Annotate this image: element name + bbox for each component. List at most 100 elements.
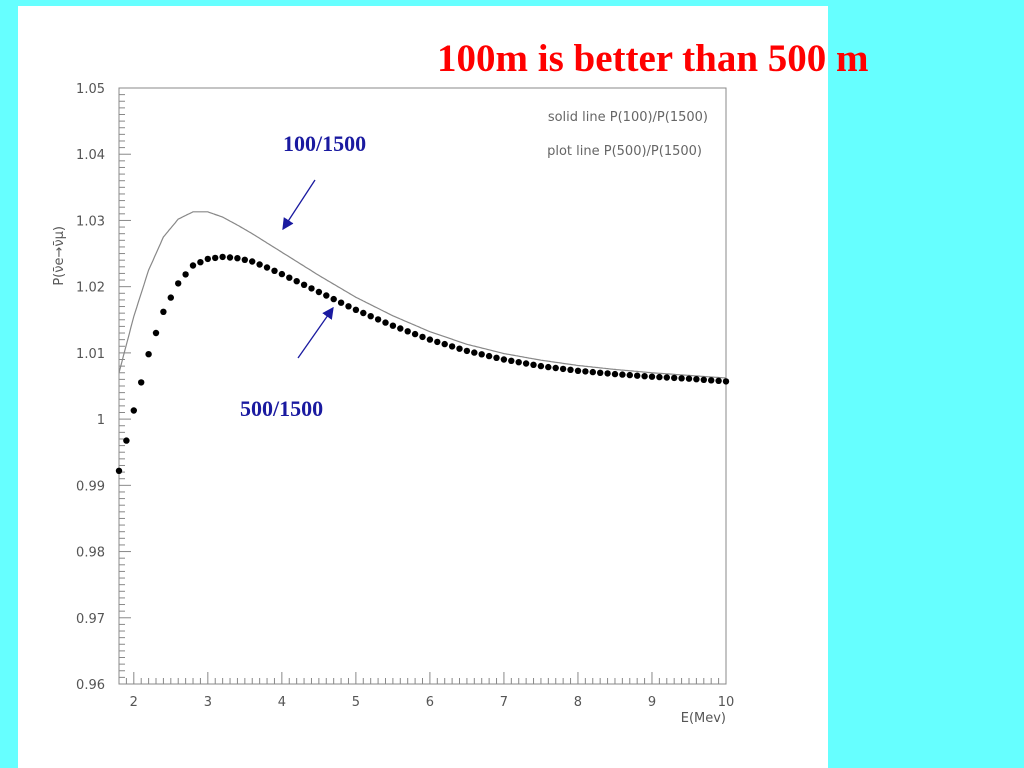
series-dotted-point — [434, 338, 441, 346]
series-dotted-point — [426, 336, 434, 343]
series-dotted-point — [167, 294, 174, 301]
series-dotted-point — [708, 377, 715, 384]
legend-dotted: plot line P(500)/P(1500) — [547, 144, 702, 159]
series-solid-line — [118, 211, 727, 379]
y-tick-label: 1.04 — [76, 148, 105, 163]
series-layer — [115, 211, 730, 474]
ticks-layer: 0.96 0.97 0.98 0.99 1 1.01 1.02 1.03 1.04 1.05 2 3 4… — [76, 82, 734, 710]
series-dotted-point — [204, 255, 211, 263]
series-dotted-point — [256, 261, 263, 268]
series-dotted-point — [374, 316, 382, 323]
series-dotted-point — [263, 264, 271, 271]
x-tick-label: 10 — [718, 695, 735, 710]
legend-solid: solid line P(100)/P(1500) — [548, 110, 708, 125]
series-dotted-point — [389, 322, 397, 329]
series-dotted-point — [508, 357, 515, 364]
y-tick-label: 1.02 — [76, 281, 105, 296]
x-tick-label: 7 — [500, 695, 508, 710]
series-dotted-point — [271, 267, 278, 274]
series-dotted-point — [715, 377, 722, 384]
y-tick-label: 0.96 — [76, 678, 105, 693]
series-dotted-point — [545, 363, 552, 371]
series-dotted-point — [352, 306, 360, 313]
series-dotted-point — [182, 271, 189, 278]
series-dotted-point — [456, 345, 463, 352]
series-dotted-point — [493, 354, 500, 361]
series-dotted-point — [419, 333, 426, 341]
series-dotted-point — [138, 379, 145, 386]
series-dotted-point — [345, 303, 352, 310]
annotation-solid-label: 100/1500 — [283, 131, 367, 156]
series-dotted-point — [360, 309, 367, 317]
arrow-solid — [282, 179, 316, 231]
series-dotted-point — [189, 262, 197, 269]
annotation-dotted-label: 500/1500 — [240, 396, 324, 421]
series-dotted-point — [522, 360, 530, 367]
x-tick-label: 8 — [574, 695, 582, 710]
series-dotted-point — [648, 373, 656, 380]
series-dotted-point — [234, 255, 241, 262]
arrows-layer — [282, 179, 334, 359]
series-dotted-point — [552, 364, 559, 372]
series-dotted-point — [397, 325, 404, 332]
slide-title: 100m is better than 500 m — [437, 37, 869, 80]
series-dotted-point — [286, 274, 293, 281]
x-tick-label: 3 — [204, 695, 212, 710]
series-dotted-point — [604, 370, 611, 377]
series-dotted-point — [559, 365, 567, 373]
series-dotted-point — [671, 374, 678, 382]
series-dotted-point — [293, 278, 300, 285]
series-dotted-point — [485, 352, 493, 360]
series-dotted-point — [300, 281, 308, 288]
y-axis-title: P(ν̄e→ν̄μ) — [52, 226, 67, 286]
series-dotted-point — [441, 340, 448, 348]
series-dotted-point — [145, 351, 152, 358]
y-tick-label: 1.03 — [76, 214, 105, 229]
series-dotted-point — [175, 280, 182, 287]
series-dotted-point — [478, 351, 485, 358]
series-dotted-point — [597, 369, 604, 376]
series-dotted-point — [411, 330, 419, 338]
series-dotted-point — [323, 292, 330, 299]
series-dotted-point — [241, 256, 248, 263]
arrow-dotted — [297, 306, 334, 359]
series-dotted-point — [308, 285, 315, 292]
x-tick-label: 6 — [426, 695, 434, 710]
series-dotted-point — [249, 258, 256, 265]
y-tick-label: 1.05 — [76, 82, 105, 97]
y-tick-label: 1.01 — [76, 347, 105, 362]
y-tick-label: 0.99 — [76, 479, 105, 494]
series-dotted-point — [330, 295, 337, 303]
x-tick-label: 4 — [278, 695, 286, 710]
series-dotted-point — [574, 367, 582, 374]
series-dotted-point — [582, 368, 589, 375]
series-dotted-point — [219, 253, 226, 261]
series-dotted-point — [367, 313, 374, 320]
x-tick-label: 9 — [648, 695, 656, 710]
series-dotted-point — [382, 319, 389, 326]
series-dotted-point — [337, 299, 345, 306]
series-dotted-point — [212, 254, 219, 262]
chart: 0.96 0.97 0.98 0.99 1 1.01 1.02 1.03 1.04 1.05 2 3 4… — [52, 82, 734, 726]
series-dotted-point — [448, 343, 456, 350]
y-tick-label: 1 — [97, 413, 105, 428]
series-dotted-point — [626, 371, 633, 379]
x-axis-title: E(Mev) — [681, 711, 726, 726]
series-dotted-point — [463, 347, 471, 355]
y-tick-label: 0.97 — [76, 612, 105, 627]
series-dotted-point — [611, 370, 619, 378]
series-dotted-point — [123, 437, 130, 444]
series-dotted-point — [500, 356, 508, 363]
series-dotted-point — [226, 254, 234, 261]
series-dotted-point — [197, 259, 204, 266]
series-dotted-point — [663, 374, 670, 381]
series-dotted-point — [152, 329, 160, 337]
series-dotted-point — [404, 328, 411, 335]
series-dotted-point — [634, 372, 641, 379]
y-tick-label: 0.98 — [76, 546, 105, 561]
x-tick-label: 5 — [352, 695, 360, 710]
series-dotted-point — [537, 362, 545, 370]
series-dotted-point — [115, 467, 123, 474]
series-dotted-point — [685, 375, 693, 382]
